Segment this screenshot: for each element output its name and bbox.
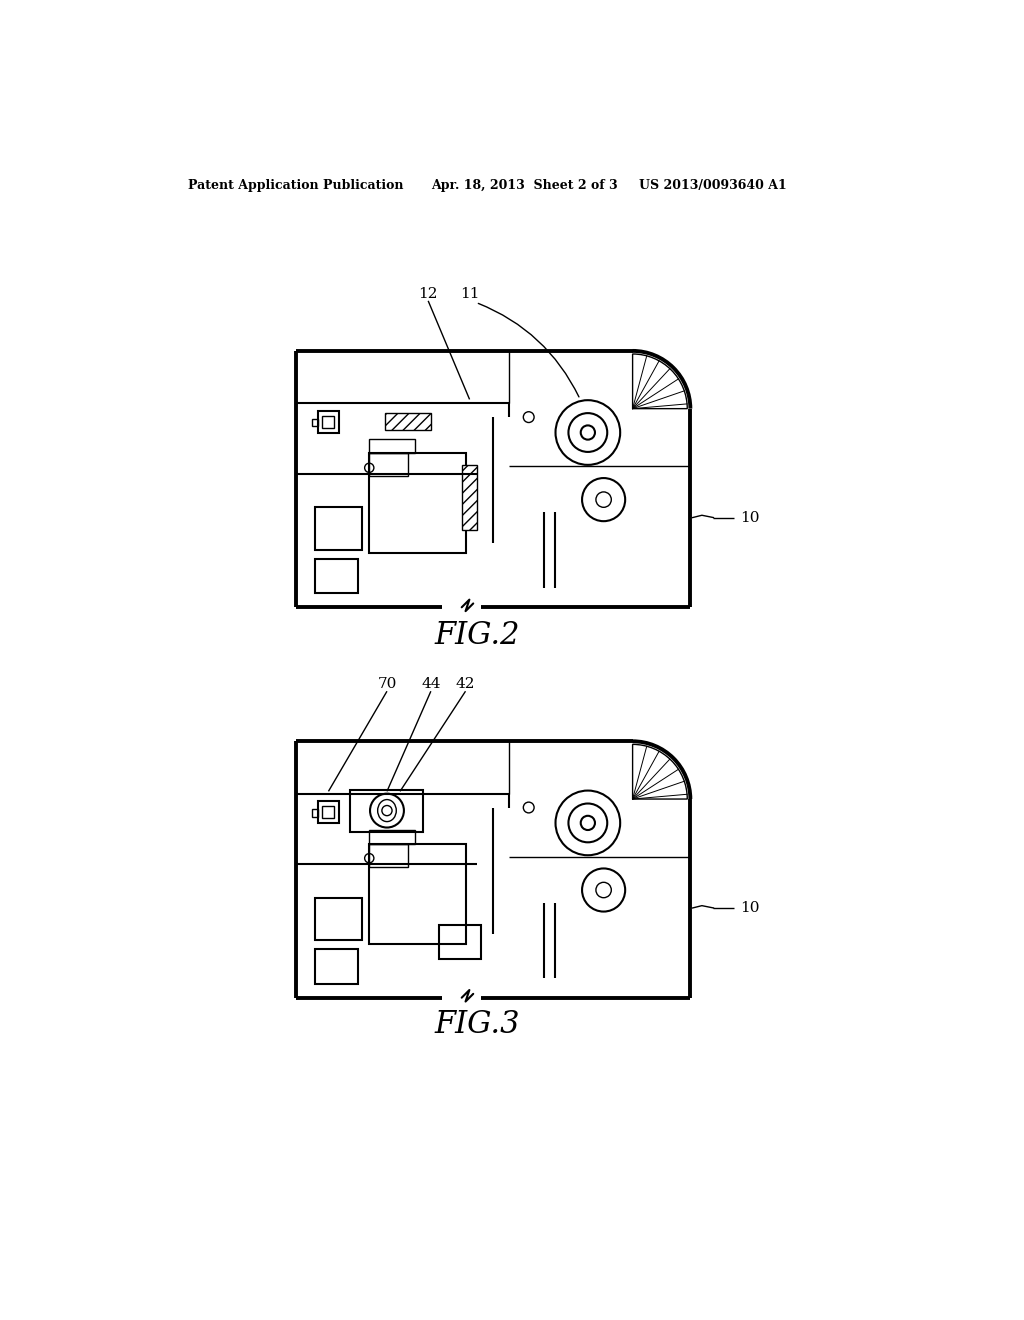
Bar (322, 416, 334, 428)
Bar (315, 507, 361, 549)
Bar (311, 418, 317, 426)
Bar (350, 789, 423, 832)
Wedge shape (633, 354, 687, 409)
Bar (370, 830, 416, 843)
Text: 70: 70 (377, 677, 396, 692)
Bar (370, 440, 416, 453)
Text: Patent Application Publication: Patent Application Publication (188, 178, 403, 191)
Text: 10: 10 (740, 511, 760, 524)
Text: FIG.2: FIG.2 (434, 620, 520, 651)
Text: 42: 42 (456, 677, 475, 692)
Bar (370, 843, 408, 867)
Text: 10: 10 (740, 902, 760, 915)
Bar (385, 413, 431, 430)
Bar (311, 809, 317, 817)
Bar (370, 453, 408, 477)
Ellipse shape (378, 800, 396, 821)
Bar (322, 807, 334, 818)
Bar (438, 924, 481, 960)
Bar (317, 801, 339, 822)
Text: 12: 12 (419, 286, 438, 301)
Text: FIG.3: FIG.3 (434, 1010, 520, 1040)
Bar (315, 898, 361, 940)
Bar (315, 558, 357, 594)
Text: 11: 11 (460, 286, 479, 301)
Text: US 2013/0093640 A1: US 2013/0093640 A1 (639, 178, 786, 191)
Wedge shape (633, 744, 687, 799)
Bar (317, 411, 339, 433)
Text: 44: 44 (421, 677, 440, 692)
Bar (462, 465, 477, 531)
Bar (370, 843, 466, 944)
Bar (370, 453, 466, 553)
Text: Apr. 18, 2013  Sheet 2 of 3: Apr. 18, 2013 Sheet 2 of 3 (431, 178, 617, 191)
Bar (315, 949, 357, 983)
